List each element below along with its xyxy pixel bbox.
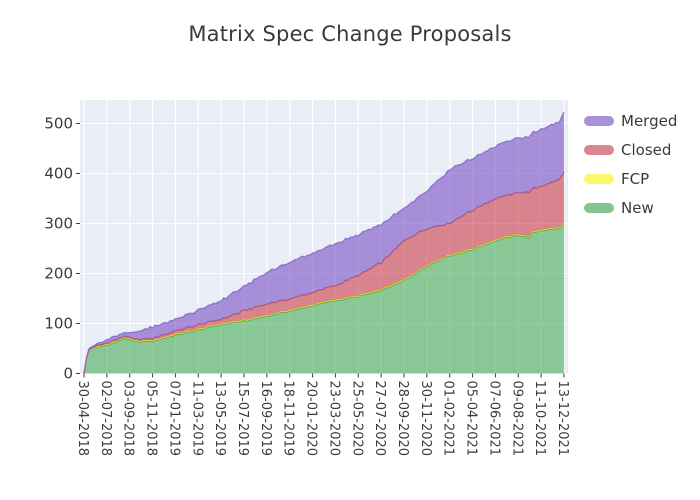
y-tick-label: 500 xyxy=(44,115,73,133)
legend-item-closed: Closed xyxy=(584,135,677,164)
area-edge-merged xyxy=(83,111,565,374)
x-tick-label: 03-09-2018 xyxy=(121,381,136,457)
x-tick-label: 07-06-2021 xyxy=(486,381,501,457)
x-tick-label: 07-01-2019 xyxy=(166,381,181,457)
x-tick-label: 30-11-2020 xyxy=(418,381,433,457)
merged-swatch-icon xyxy=(584,115,614,126)
x-tick-label: 01-02-2021 xyxy=(441,381,456,457)
x-tick-label: 20-01-2020 xyxy=(304,381,319,457)
x-tick-label: 05-04-2021 xyxy=(464,381,479,457)
fcp-swatch-icon xyxy=(584,173,614,184)
chart-title: Matrix Spec Change Proposals xyxy=(188,22,512,46)
x-tick-label: 02-07-2018 xyxy=(98,381,113,457)
closed-swatch-icon xyxy=(584,144,614,155)
x-tick-label: 16-09-2019 xyxy=(258,381,273,457)
x-tick-label: 18-11-2019 xyxy=(281,381,296,457)
legend-item-merged: Merged xyxy=(584,106,677,135)
legend-label-fcp: FCP xyxy=(621,169,650,188)
x-tick-label: 13-12-2021 xyxy=(555,381,570,457)
x-tick-label: 05-11-2018 xyxy=(144,381,159,457)
y-tick-label: 100 xyxy=(44,315,73,333)
legend-label-new: New xyxy=(621,198,654,217)
legend-item-fcp: FCP xyxy=(584,164,677,193)
legend-label-closed: Closed xyxy=(621,140,672,159)
legend-item-new: New xyxy=(584,193,677,222)
x-tick-label: 11-10-2021 xyxy=(532,381,547,457)
stacked-area-merged xyxy=(84,112,564,374)
x-tick-label: 28-09-2020 xyxy=(395,381,410,457)
stacked-area-new xyxy=(84,225,564,374)
x-tick-label: 30-04-2018 xyxy=(75,381,90,457)
x-tick-label: 27-07-2020 xyxy=(372,381,387,457)
x-tick-label: 13-05-2019 xyxy=(212,381,227,457)
y-tick-label: 400 xyxy=(44,165,73,183)
x-tick-label: 09-08-2021 xyxy=(509,381,524,457)
x-tick-label: 23-03-2020 xyxy=(326,381,341,457)
y-tick-label: 0 xyxy=(63,365,73,383)
new-swatch-icon xyxy=(584,202,614,213)
x-tick-label: 15-07-2019 xyxy=(235,381,250,457)
legend-label-merged: Merged xyxy=(621,111,678,130)
y-tick-label: 300 xyxy=(44,215,73,233)
x-tick-label: 11-03-2019 xyxy=(189,381,204,457)
legend: Merged Closed FCP New xyxy=(584,106,677,222)
x-tick-label: 25-05-2020 xyxy=(349,381,364,457)
y-tick-label: 200 xyxy=(44,265,73,283)
